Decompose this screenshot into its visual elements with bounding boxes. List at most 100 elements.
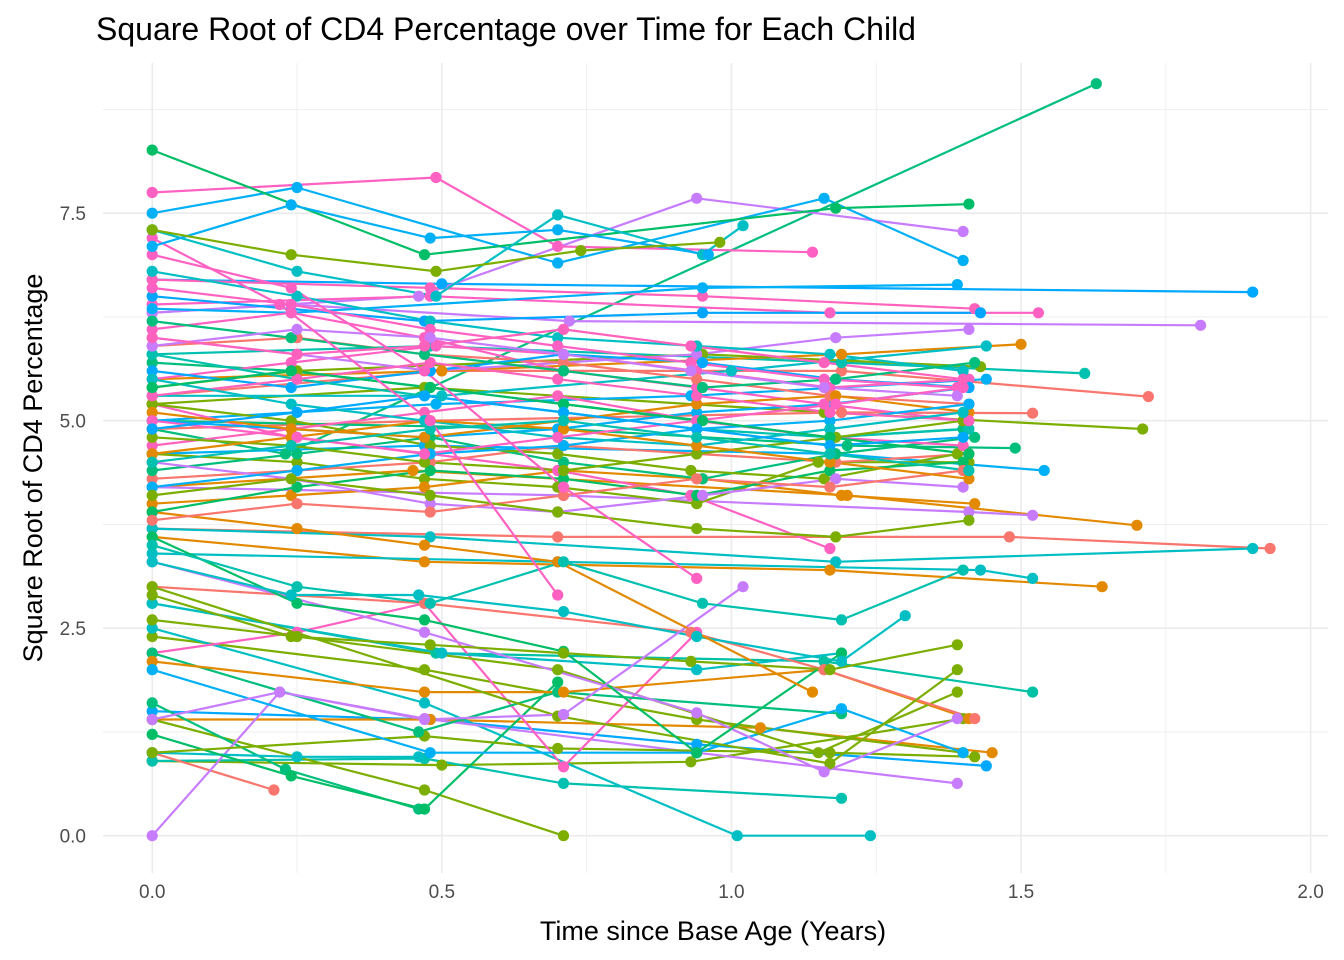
data-point xyxy=(557,647,570,659)
data-point xyxy=(725,365,738,377)
data-point xyxy=(424,747,436,759)
data-point xyxy=(146,348,158,360)
data-point xyxy=(824,564,836,576)
data-point xyxy=(552,664,564,676)
data-point xyxy=(691,498,703,510)
data-point xyxy=(824,406,836,418)
data-point xyxy=(291,181,303,194)
data-point xyxy=(557,464,570,477)
data-point xyxy=(824,481,836,493)
data-point xyxy=(552,209,564,221)
data-point xyxy=(951,664,963,676)
data-point xyxy=(835,792,848,804)
data-point xyxy=(691,398,703,410)
data-point xyxy=(696,357,709,369)
data-point xyxy=(691,423,703,435)
data-point xyxy=(436,647,448,659)
data-point xyxy=(1032,307,1044,319)
data-point xyxy=(146,614,158,626)
data-point xyxy=(951,639,963,651)
data-point xyxy=(957,747,969,759)
data-point xyxy=(291,448,303,460)
data-point xyxy=(291,597,303,609)
data-point xyxy=(274,686,286,698)
data-point xyxy=(830,390,842,402)
data-point xyxy=(980,760,992,772)
data-point xyxy=(146,713,158,726)
data-point xyxy=(424,489,436,501)
series-line xyxy=(152,535,1103,588)
data-point xyxy=(806,686,819,698)
data-point xyxy=(430,265,442,277)
data-point xyxy=(146,340,158,352)
data-point xyxy=(146,728,158,741)
data-point xyxy=(818,357,830,369)
data-point xyxy=(146,581,158,593)
data-point xyxy=(951,279,963,291)
data-point xyxy=(696,307,709,319)
data-point xyxy=(413,726,425,738)
data-point xyxy=(963,473,975,485)
data-point xyxy=(824,456,836,468)
data-point xyxy=(685,464,697,477)
series-lines xyxy=(151,82,1271,837)
data-point xyxy=(274,298,286,311)
data-point xyxy=(430,398,442,410)
data-point xyxy=(146,240,158,252)
data-point xyxy=(1264,542,1276,555)
data-point xyxy=(557,830,570,842)
data-point xyxy=(418,481,431,493)
data-point xyxy=(146,224,158,236)
data-point xyxy=(1137,423,1149,435)
data-point xyxy=(424,498,436,510)
data-point xyxy=(552,742,564,755)
data-point xyxy=(830,531,842,543)
data-point xyxy=(285,298,297,311)
y-axis-title: Square Root of CD4 Percentage xyxy=(18,274,48,663)
data-point xyxy=(424,315,436,327)
data-point xyxy=(737,581,749,593)
data-point xyxy=(824,747,836,759)
data-point xyxy=(685,756,697,768)
data-point xyxy=(557,398,570,410)
data-point xyxy=(835,647,848,659)
data-point xyxy=(146,415,158,427)
data-point xyxy=(824,664,836,676)
data-point xyxy=(957,381,969,394)
data-point xyxy=(691,572,703,585)
data-point xyxy=(146,265,158,277)
x-tick-label: 2.0 xyxy=(1297,882,1323,903)
data-point xyxy=(1096,581,1108,593)
data-point xyxy=(407,464,419,477)
data-point xyxy=(413,589,425,601)
data-point xyxy=(818,766,830,778)
data-point xyxy=(552,332,564,344)
data-point xyxy=(1027,572,1039,585)
data-point xyxy=(830,556,842,568)
data-point xyxy=(146,431,158,443)
data-point xyxy=(696,290,709,302)
data-point xyxy=(146,830,158,842)
data-point xyxy=(951,448,963,460)
data-point xyxy=(418,448,431,460)
x-tick-label: 0.5 xyxy=(429,882,455,903)
series-points xyxy=(146,78,1276,842)
data-point xyxy=(557,323,570,335)
data-point xyxy=(146,489,158,501)
data-point xyxy=(685,357,697,369)
data-point xyxy=(1247,542,1259,555)
data-point xyxy=(557,473,570,485)
data-point xyxy=(951,686,963,698)
data-point xyxy=(418,390,431,402)
data-point xyxy=(291,581,303,593)
data-point xyxy=(285,589,297,601)
grid xyxy=(103,63,1328,873)
data-point xyxy=(824,448,836,460)
data-point xyxy=(285,423,297,435)
data-point xyxy=(818,373,830,385)
data-point xyxy=(957,481,969,493)
series-line xyxy=(152,283,958,314)
data-point xyxy=(285,332,297,344)
data-point xyxy=(291,498,303,510)
data-point xyxy=(424,357,436,369)
